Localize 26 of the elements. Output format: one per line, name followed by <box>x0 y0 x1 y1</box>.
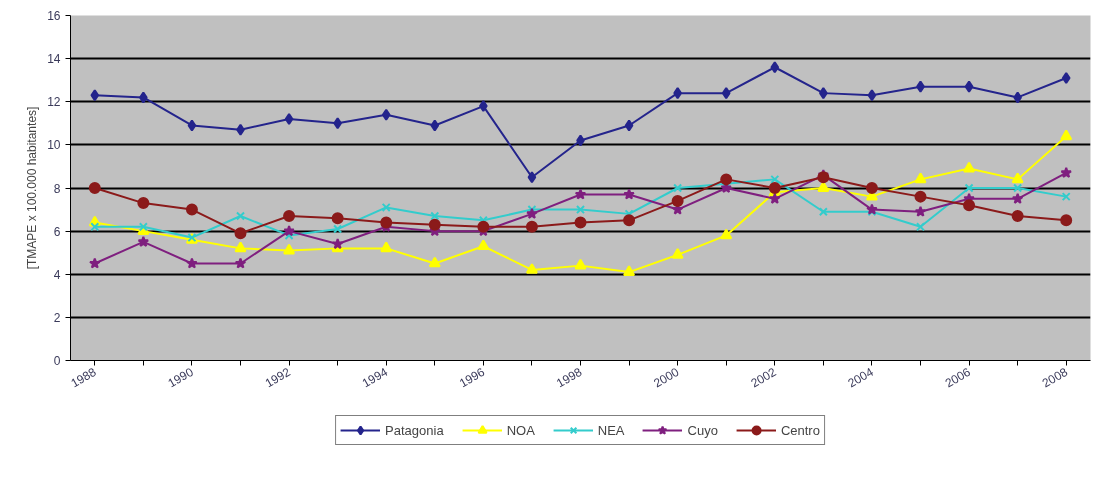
y-tick-label: 12 <box>47 95 61 110</box>
x-tick-label: 2008 <box>1039 364 1071 391</box>
y-tick-label: 6 <box>53 224 61 239</box>
x-tick-label: 1994 <box>359 364 391 391</box>
y-tick-label: 16 <box>47 9 61 23</box>
x-tick-label: 2004 <box>845 364 876 391</box>
legend-label: Patagonia <box>385 422 444 438</box>
y-tick-label: 0 <box>53 354 61 368</box>
y-tick-label: 4 <box>53 267 61 282</box>
x-tick-label: 1990 <box>165 364 196 391</box>
y-tick-label: 10 <box>47 138 61 153</box>
legend-label: NEA <box>597 422 625 438</box>
x-tick-label: 1998 <box>554 364 585 391</box>
x-tick-label: 1988 <box>68 364 99 391</box>
x-tick-label: 2000 <box>651 364 682 391</box>
x-tick-label: 1996 <box>456 364 488 391</box>
legend-label: Centro <box>780 422 820 438</box>
x-tick-label: 1992 <box>262 364 294 391</box>
legend-label: NOA <box>506 422 535 438</box>
legend-label: Cuyo <box>687 422 718 438</box>
y-tick-label: 2 <box>53 310 61 325</box>
y-tick-label: 8 <box>53 181 61 196</box>
x-tick-label: 2006 <box>942 364 974 391</box>
x-tick-label: 2002 <box>748 364 779 391</box>
y-tick-label: 14 <box>47 52 61 67</box>
y-axis-title: [TMAPE x 100.000 habitantes] <box>25 106 40 270</box>
